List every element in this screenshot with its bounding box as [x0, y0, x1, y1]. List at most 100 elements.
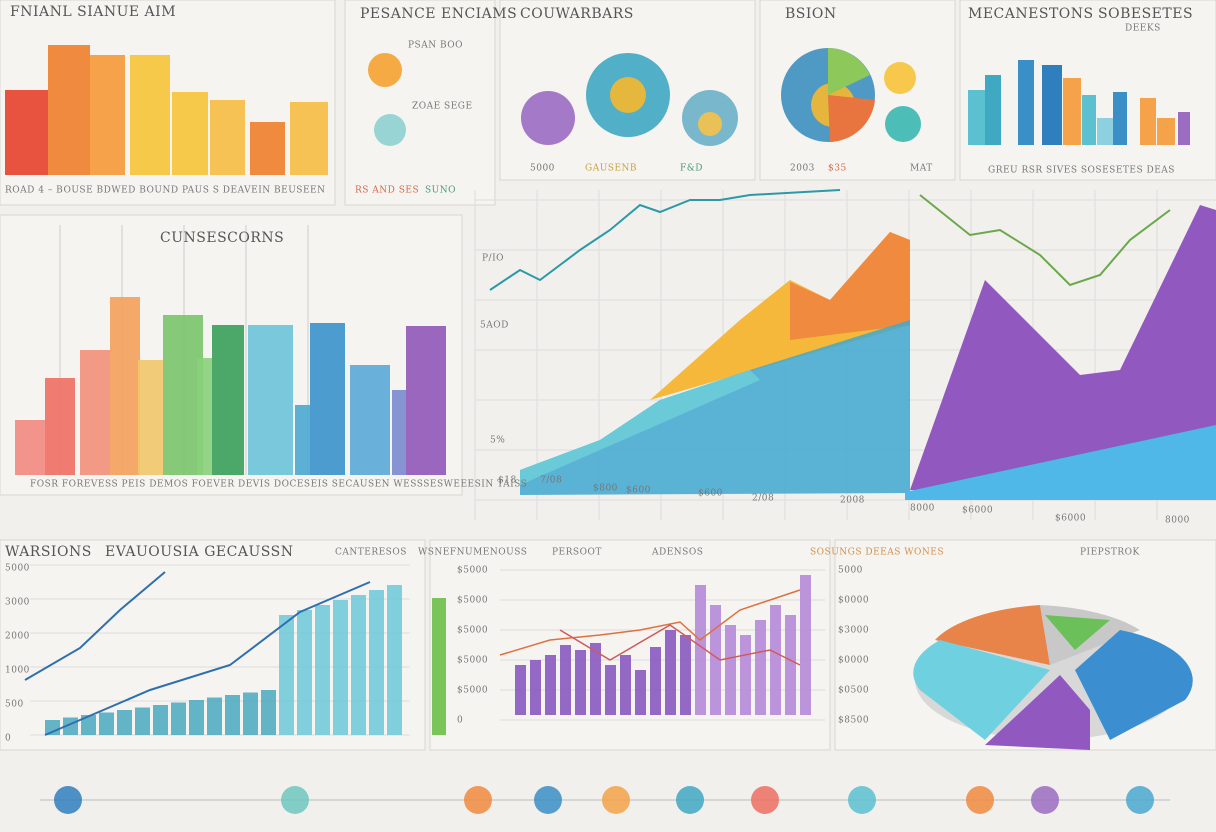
area — [790, 232, 910, 340]
y-label: $5000 — [457, 566, 488, 576]
y-label: $5000 — [457, 626, 488, 636]
x-label: $600 — [626, 486, 651, 496]
bar — [45, 378, 75, 475]
x-label: 2/08 — [752, 494, 774, 504]
bar — [225, 695, 240, 735]
y-label: 0 — [5, 734, 11, 744]
slice — [828, 95, 875, 142]
title: WARSIONS — [5, 544, 92, 560]
bar — [1063, 78, 1081, 145]
bar — [1157, 118, 1175, 145]
title: PIEPSTROK — [1080, 548, 1140, 558]
bar — [130, 55, 170, 175]
bar — [1097, 118, 1113, 145]
y-label: P/IO — [482, 254, 504, 264]
subtitle: SOBESETES — [1098, 6, 1193, 22]
bar — [620, 655, 631, 715]
area — [910, 205, 1216, 490]
y-label: 2000 — [5, 632, 30, 642]
bar — [680, 635, 691, 715]
icon — [751, 786, 779, 814]
y-label: 3000 — [5, 598, 30, 608]
bar — [295, 405, 310, 475]
subtitle: EVAUOUSIA GECAUSSN — [105, 544, 293, 560]
bar — [189, 700, 204, 735]
label: PSAN BOO — [408, 41, 463, 51]
bar — [81, 715, 96, 735]
bar — [243, 692, 258, 735]
y-label: 5AOD — [480, 321, 509, 331]
bar — [406, 326, 446, 475]
bar — [315, 605, 330, 735]
slice — [985, 675, 1090, 750]
bar — [650, 647, 661, 715]
x-labels: $18 7/08 $800 $600 $600 2/08 2008 8000 $6000 $600… — [498, 476, 1190, 526]
bar — [135, 707, 150, 735]
bar — [48, 45, 90, 175]
bar — [605, 665, 616, 715]
icon — [464, 786, 492, 814]
label: F&D — [680, 164, 703, 174]
bar — [1140, 98, 1156, 145]
bar — [90, 55, 125, 175]
label: 5000 — [530, 164, 555, 174]
bar — [387, 585, 402, 735]
line — [919, 194, 1171, 287]
slice — [1075, 630, 1193, 740]
subtitle: DEEKS — [1125, 24, 1161, 34]
circle — [698, 112, 722, 136]
bar — [138, 360, 163, 475]
bar — [110, 297, 140, 475]
y-label: $0000 — [838, 596, 869, 606]
label: MAT — [910, 164, 933, 174]
bar — [635, 670, 646, 715]
texts: FNIANL SIANUE AIM ROAD 4 – BOUSE BDWED B… — [5, 4, 1193, 744]
bar — [545, 655, 556, 715]
slice — [935, 605, 1050, 665]
bar — [5, 90, 50, 175]
x-label: 8000 — [1165, 516, 1190, 526]
bar — [1178, 112, 1190, 145]
bar — [210, 100, 245, 175]
title: FNIANL SIANUE AIM — [10, 4, 176, 20]
x-label: $800 — [593, 484, 618, 494]
bar — [369, 590, 384, 735]
bar — [530, 660, 541, 715]
bar — [207, 697, 222, 735]
slice — [828, 48, 870, 95]
bar — [575, 650, 586, 715]
title: CUNSESCORNS — [160, 230, 284, 246]
bar — [800, 575, 811, 715]
x-label: 7/08 — [540, 476, 562, 486]
y-label: $8500 — [838, 716, 869, 726]
line — [489, 189, 841, 291]
bar — [515, 665, 526, 715]
bar — [710, 605, 721, 715]
y-label: $0000 — [838, 656, 869, 666]
y-label: 500 — [5, 700, 24, 710]
label: CANTERESOS — [335, 548, 407, 558]
bar — [117, 710, 132, 735]
x-label: 2008 — [840, 496, 865, 506]
y-label: $0500 — [838, 686, 869, 696]
panel — [959, 0, 1216, 181]
y-labels: $5000 $5000 $5000 $5000 $5000 0 5000 $0000 $3000… — [457, 566, 869, 726]
bar — [560, 645, 571, 715]
circle — [368, 53, 402, 87]
line — [559, 624, 801, 666]
x-label: 8000 — [910, 504, 935, 514]
x-label: $18 — [498, 476, 517, 486]
icon — [281, 786, 309, 814]
layout — [0, 0, 1216, 814]
y-label: $5000 — [457, 686, 488, 696]
bar — [695, 585, 706, 715]
bar — [290, 102, 328, 175]
gauge — [432, 598, 446, 735]
circle — [521, 91, 575, 145]
panel — [344, 0, 496, 206]
bar — [297, 610, 312, 735]
icon — [602, 786, 630, 814]
label: GAUSENB — [585, 164, 637, 174]
bar — [590, 643, 601, 715]
bar — [333, 600, 348, 735]
